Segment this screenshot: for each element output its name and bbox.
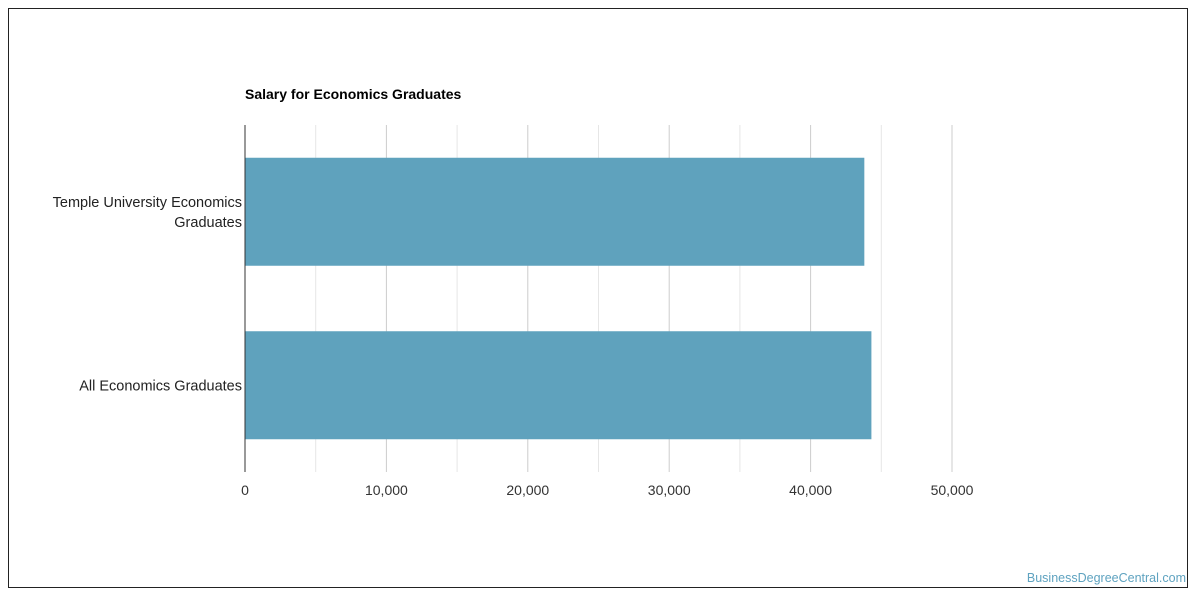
- x-tick-label: 30,000: [648, 482, 691, 498]
- bar[interactable]: [245, 157, 865, 266]
- x-tick-label: 10,000: [365, 482, 408, 498]
- x-tick-labels: 0 10,000 20,000 30,000 40,000 50,000: [241, 482, 974, 498]
- x-tick-label: 50,000: [931, 482, 974, 498]
- x-tick-label: 0: [241, 482, 249, 498]
- watermark[interactable]: BusinessDegreeCentral.com: [1026, 571, 1186, 585]
- category-label: All Economics Graduates: [79, 378, 242, 394]
- bar[interactable]: [245, 331, 872, 440]
- x-tick-label: 20,000: [506, 482, 549, 498]
- chart-title: Salary for Economics Graduates: [245, 86, 462, 102]
- x-tick-label: 40,000: [789, 482, 832, 498]
- category-labels: Temple University Economics Graduates All …: [53, 195, 242, 395]
- category-label: Temple University Economics Graduates: [53, 195, 242, 231]
- bars: [245, 157, 872, 440]
